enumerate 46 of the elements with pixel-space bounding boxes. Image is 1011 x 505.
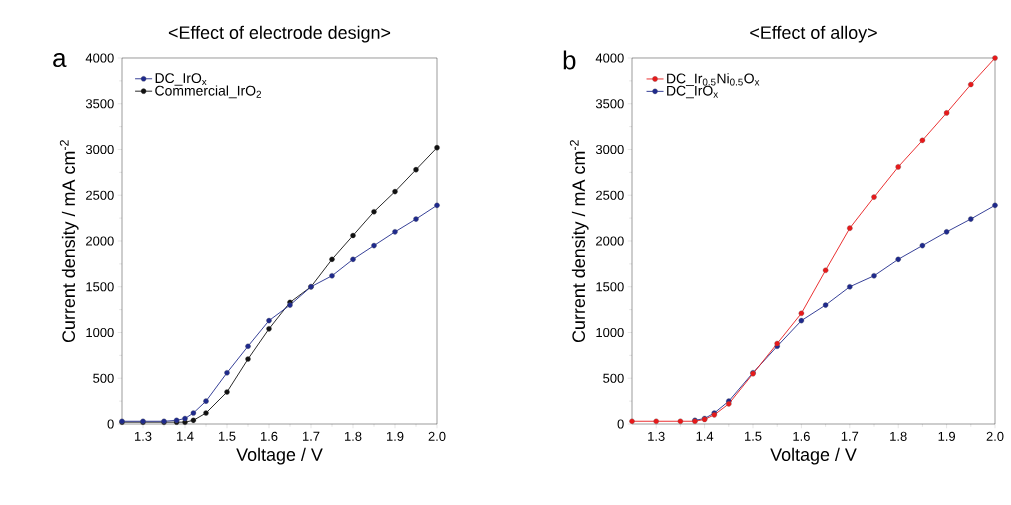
x-axis-title: Voltage / V	[770, 447, 857, 465]
chart-title: <Effect of alloy>	[750, 25, 877, 43]
legend-label: DC_IrO$_{x}$	[667, 85, 719, 99]
x-tick-label: 1.3	[134, 431, 152, 441]
legend-label: Commercial_IrO$_{2}$	[155, 85, 261, 99]
y-tick-label: 1500	[596, 282, 624, 292]
legend-label: DC_IrO$_{x}$	[155, 73, 207, 86]
x-tick-label: 1.4	[696, 431, 714, 441]
x-tick-label: 1.5	[744, 431, 762, 441]
x-tick-label: 2.0	[428, 431, 446, 441]
x-tick-label: 1.4	[176, 431, 194, 441]
y-tick-label: 2500	[86, 190, 114, 200]
y-tick-label: 3000	[85, 144, 114, 155]
y-tick-label: 1000	[596, 327, 624, 338]
x-tick-label: 1.6	[260, 431, 278, 441]
y-tick-label: 1500	[86, 282, 114, 292]
x-tick-label: 1.3	[648, 431, 665, 441]
x-tick-label: 1.7	[302, 431, 320, 441]
y-axis-title: Current density / mA cm$^{-2}$	[569, 140, 589, 343]
y-tick-label: 3000	[595, 144, 624, 155]
x-tick-label: 1.9	[938, 431, 955, 441]
y-tick-label: 4000	[85, 53, 114, 63]
y-tick-label: 0	[617, 419, 624, 429]
legend-label: DC_Ir$_{0.5}$Ni$_{0.5}$O$_{x}$	[667, 73, 760, 87]
text: b	[563, 50, 576, 70]
y-tick-label: 500	[93, 373, 114, 383]
y-tick-label: 3500	[85, 99, 114, 109]
y-tick-label: 2000	[86, 236, 114, 246]
chart-title: <Effect of electrode design>	[168, 25, 391, 43]
y-tick-label: 3500	[595, 99, 624, 109]
x-tick-label: 1.8	[890, 431, 907, 441]
text: a	[53, 52, 67, 68]
y-tick-label: 4000	[595, 53, 624, 63]
y-tick-label: 2000	[596, 236, 624, 246]
x-tick-label: 1.9	[386, 431, 404, 441]
x-tick-label: 1.8	[344, 431, 362, 441]
y-tick-label: 2500	[596, 190, 624, 200]
x-tick-label: 2.0	[986, 431, 1004, 441]
x-tick-label: 1.7	[841, 431, 859, 441]
x-tick-label: 1.5	[218, 431, 236, 441]
x-tick-label: 1.6	[793, 431, 810, 441]
y-tick-label: 1000	[86, 327, 114, 338]
y-axis-title: Current density / mA cm$^{-2}$	[59, 140, 79, 343]
y-tick-label: 500	[603, 373, 624, 383]
y-tick-label: 0	[107, 419, 114, 429]
x-axis-title: Voltage / V	[236, 447, 323, 465]
